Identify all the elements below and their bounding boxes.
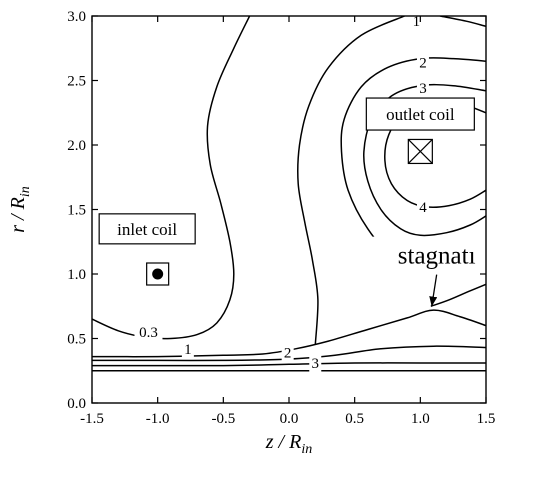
contour-label-1: 2: [419, 55, 427, 71]
stagnation-label-bg: [360, 236, 507, 273]
contour-label-3: 4: [419, 200, 427, 216]
y-tick-label: 1.0: [67, 267, 86, 283]
x-tick-label: -0.5: [211, 411, 235, 427]
y-tick-label: 3.0: [67, 9, 86, 25]
inlet-coil-dot: [152, 268, 164, 280]
contour-label-bg: [134, 323, 163, 342]
stagnation-arrow: [429, 274, 438, 307]
contour-label-bg: [281, 343, 294, 362]
x-tick-label: 0.5: [345, 411, 364, 427]
outlet-coil-cross-b: [407, 139, 433, 164]
contour-line-3-7: [92, 362, 486, 367]
contour-line-1-2: [297, 16, 405, 345]
x-tick-label: 1.0: [411, 411, 430, 427]
contour-label-bg: [416, 197, 429, 216]
y-tick-label: 0.0: [67, 396, 86, 412]
y-axis-label-main: r / R: [7, 197, 29, 233]
outlet-coil-label: outlet coil: [386, 105, 455, 124]
y-tick-label: 0.5: [67, 332, 86, 348]
contour-label-0: 1: [413, 14, 421, 30]
x-axis-label-subscript: in: [301, 442, 312, 457]
contour-label-bg: [416, 53, 429, 72]
contour-line-0p3-0: [92, 16, 251, 340]
stagnation-label: stagnatı: [398, 243, 476, 270]
x-tick-label: -1.5: [80, 411, 104, 427]
contour-line-1-1: [92, 309, 486, 358]
x-tick-label: 0.0: [280, 411, 299, 427]
inlet-coil-label-box: [98, 213, 196, 245]
x-axis-label-main: z / R: [265, 431, 302, 453]
inlet-coil-label: inlet coil: [117, 220, 177, 239]
y-tick-label: 2.5: [67, 74, 86, 90]
contour-label-bg: [309, 354, 322, 373]
contour-label-bg: [416, 79, 429, 98]
y-axis-label: r / Rin: [7, 186, 33, 232]
x-tick-label: -1.0: [146, 411, 170, 427]
contour-line-1-4: [439, 16, 486, 28]
contour-label-6: 2: [284, 346, 292, 362]
contour-label-4: 0.3: [139, 325, 158, 341]
y-tick-label: 1.5: [67, 203, 86, 219]
contour-label-bg: [410, 16, 423, 31]
contour-line-2-5: [92, 345, 486, 362]
contour-label-5: 1: [184, 342, 192, 358]
contour-label-2: 3: [419, 81, 427, 97]
contour-label-7: 3: [312, 356, 320, 372]
y-axis-label-subscript: in: [18, 186, 33, 197]
annotations: inlet coil outlet coil stagnatı: [98, 97, 507, 307]
outlet-coil-label-box: [365, 97, 475, 131]
axes: -1.5 -1.0 -0.5 0.0 0.5 1.0 1.5 0.0 0.5 1.0 1.5 2.0 2…: [67, 9, 495, 427]
x-tick-label: 1.5: [477, 411, 496, 427]
x-axis-label: z / Rin: [265, 431, 312, 457]
contour-label-bg: [181, 339, 194, 358]
y-tick-label: 2.0: [67, 138, 86, 154]
contour-line-1-3: [430, 283, 486, 308]
contour-lines: 1 2 3 4 0.3 1 2 3: [92, 14, 486, 373]
